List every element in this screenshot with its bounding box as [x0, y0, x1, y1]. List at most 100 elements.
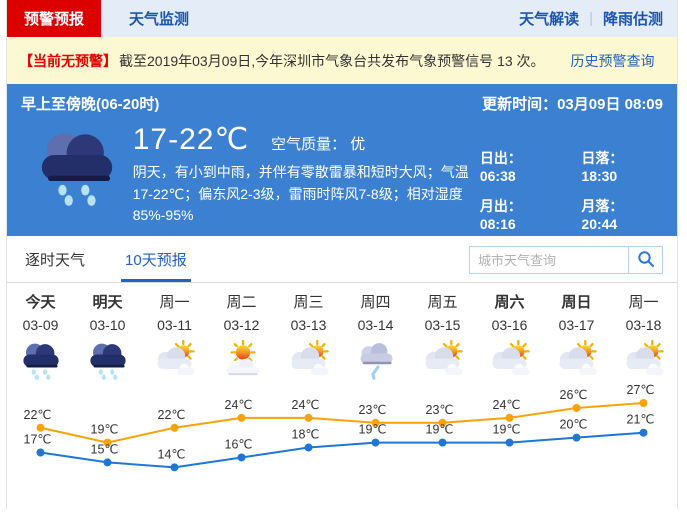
- forecast-day-label: 周一: [159, 294, 190, 311]
- current-weather-icon-rain: [21, 122, 133, 232]
- forecast-day: 周四 03-14: [342, 292, 409, 381]
- forecast-date: 03-09: [22, 317, 59, 333]
- temp-point: [304, 443, 313, 452]
- forecast-date: 03-15: [424, 317, 461, 333]
- tab-hourly-weather[interactable]: 逐时天气: [25, 252, 86, 269]
- link-weather-interpretation[interactable]: 天气解读: [519, 11, 580, 28]
- temp-line: [40, 402, 644, 444]
- forecast-date: 03-18: [625, 317, 662, 333]
- temp-label: 19℃: [359, 423, 387, 437]
- tab-weather-monitor[interactable]: 天气监测: [129, 11, 190, 28]
- nav-divider: |: [589, 10, 593, 27]
- temp-point: [103, 458, 112, 467]
- temp-point: [505, 438, 514, 447]
- sunset-time: 日落：18:30: [581, 150, 624, 184]
- weather-icon-rain: [74, 340, 141, 380]
- top-nav: 预警预报 天气监测 天气解读 | 降雨估测: [7, 0, 677, 37]
- forecast-day: 周五 03-15: [409, 292, 476, 381]
- link-rain-estimate[interactable]: 降雨估测: [602, 11, 663, 28]
- sunrise-time: 日出：06:38: [479, 150, 522, 184]
- temp-label: 18℃: [292, 428, 320, 442]
- temp-point: [639, 399, 648, 407]
- forecast-day: 周日 03-17: [543, 292, 610, 381]
- temp-label: 16℃: [225, 437, 253, 451]
- tab-ten-day-forecast[interactable]: 10天预报: [121, 249, 191, 282]
- forecast-day: 周二 03-12: [208, 292, 275, 381]
- nav-links: 天气解读 | 降雨估测: [519, 0, 677, 37]
- forecast-day: 周三 03-13: [275, 292, 342, 381]
- weather-icon-rain: [7, 340, 74, 380]
- temp-point: [371, 418, 380, 427]
- temp-point: [438, 438, 447, 447]
- forecast-date: 03-10: [89, 317, 126, 333]
- temp-label: 14℃: [158, 447, 186, 461]
- weather-page: 预警预报 天气监测 天气解读 | 降雨估测 【当前无预警】 截至2019年03月…: [6, 0, 678, 509]
- weather-icon-sunny-cloud: [208, 340, 275, 380]
- forecast-date: 03-13: [290, 317, 327, 333]
- forecast-day: 今天 03-09: [7, 292, 74, 381]
- temp-point: [36, 448, 45, 457]
- sun-moon-times: 日出：06:38 日落：18:30 月出：08:16 月落：20:44: [480, 122, 663, 232]
- temp-label: 17℃: [24, 433, 52, 447]
- weather-icon-cloudy: [409, 340, 476, 380]
- forecast-day-label: 周四: [360, 294, 391, 311]
- temp-point: [237, 413, 246, 422]
- weather-icon-cloudy: [275, 340, 342, 380]
- temp-label: 22℃: [24, 408, 52, 422]
- current-weather-banner: 早上至傍晚(06-20时) 更新时间：03月09日 08:09 17-22℃ 空…: [7, 84, 677, 236]
- tab-warning-forecast[interactable]: 预警预报: [7, 0, 102, 37]
- temp-label: 19℃: [91, 423, 119, 437]
- weather-icon-shower: [342, 340, 409, 380]
- temp-point: [639, 428, 648, 437]
- alert-text: 截至2019年03月09日,今年深圳市气象台共发布气象预警信号 13 次。: [119, 52, 545, 69]
- forecast-day-label: 明天: [92, 294, 123, 311]
- forecast-day: 周一 03-11: [141, 292, 208, 381]
- ten-day-forecast: 今天 03-09 明天 03-10 周一 03-11 周二 03-12: [7, 283, 677, 381]
- temp-point: [170, 423, 179, 432]
- temp-point: [371, 438, 380, 447]
- forecast-day: 周一 03-18: [610, 292, 677, 381]
- temp-label: 19℃: [493, 423, 521, 437]
- temp-point: [170, 463, 179, 472]
- weather-icon-cloudy: [543, 340, 610, 380]
- history-warning-link[interactable]: 历史预警查询: [570, 52, 655, 69]
- moonrise-time: 月出：08:16: [479, 198, 522, 232]
- temp-label: 26℃: [560, 388, 588, 402]
- forecast-date: 03-17: [558, 317, 595, 333]
- temp-label: 23℃: [359, 403, 387, 417]
- temp-point: [572, 403, 581, 412]
- forecast-day-label: 周三: [293, 294, 324, 311]
- temp-label: 22℃: [158, 408, 186, 422]
- forecast-day: 明天 03-10: [74, 292, 141, 381]
- temp-point: [237, 453, 246, 462]
- temp-label: 19℃: [426, 423, 454, 437]
- temp-label: 27℃: [627, 383, 655, 397]
- weather-icon-cloudy: [476, 340, 543, 380]
- search-icon: [637, 250, 655, 271]
- city-search-input[interactable]: [469, 246, 629, 274]
- weather-icon-cloudy: [610, 340, 677, 380]
- weather-description: 阴天，有小到中雨，并伴有零散雷暴和短时大风；气温17-22℃；偏东风2-3级，雷…: [132, 164, 469, 224]
- temp-label: 15℃: [91, 442, 119, 456]
- no-warning-badge: 【当前无预警】: [19, 52, 117, 69]
- forecast-day-label: 周一: [628, 294, 659, 311]
- temp-label: 20℃: [560, 418, 588, 432]
- search-button[interactable]: [629, 246, 663, 274]
- forecast-date: 03-16: [491, 317, 528, 333]
- temp-line: [40, 431, 644, 469]
- forecast-day-label: 今天: [25, 294, 56, 311]
- temp-point: [505, 413, 514, 422]
- temperature-range: 17-22℃: [132, 123, 250, 156]
- temp-point: [304, 413, 313, 422]
- temp-label: 23℃: [426, 403, 454, 417]
- temp-point: [103, 438, 112, 447]
- temp-point: [36, 423, 45, 432]
- air-quality: 空气质量： 优: [271, 136, 366, 153]
- alert-bar: 【当前无预警】 截至2019年03月09日,今年深圳市气象台共发布气象预警信号 …: [7, 37, 677, 84]
- forecast-period: 早上至傍晚(06-20时): [21, 96, 160, 113]
- temperature-line-chart: 22℃ 19℃ 22℃ 24℃ 24℃ 23℃ 23℃ 24℃ 26℃ 27℃ 17℃ 15℃ 14℃ 1…: [24, 383, 655, 472]
- city-search: [469, 246, 663, 274]
- forecast-tab-bar: 逐时天气 10天预报: [7, 236, 677, 283]
- temp-point: [572, 433, 581, 442]
- forecast-date: 03-12: [223, 317, 260, 333]
